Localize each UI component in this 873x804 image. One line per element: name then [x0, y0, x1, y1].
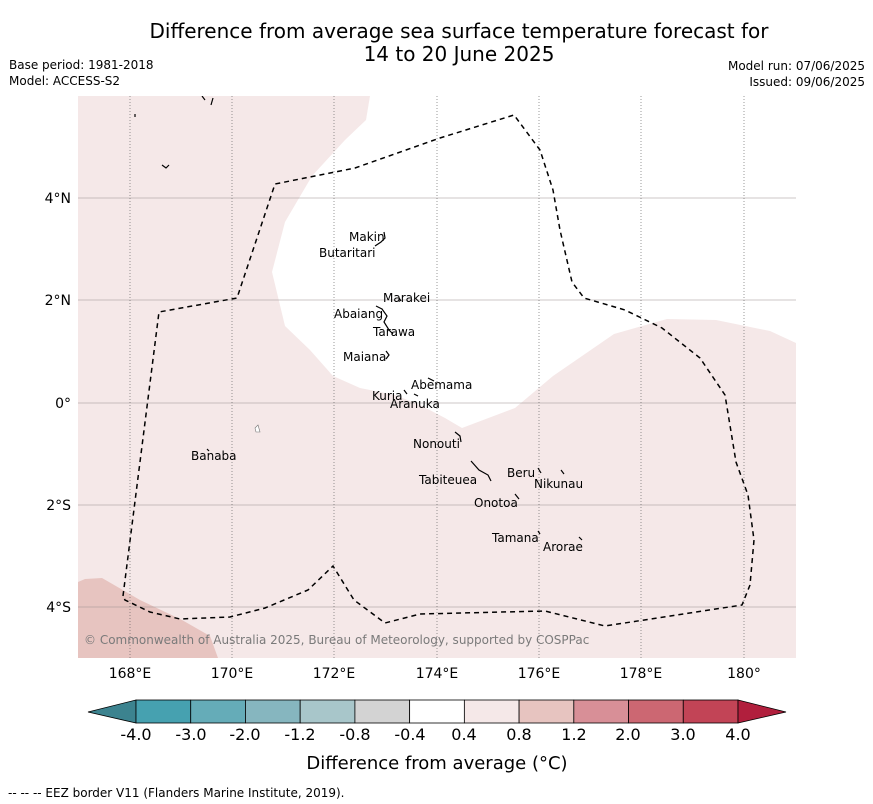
place-label-marakei: Marakei — [383, 291, 430, 305]
colorbar-label: 3.0 — [670, 725, 695, 744]
colorbar-bin — [245, 699, 301, 724]
lon-tick-168e: 168°E — [109, 666, 152, 682]
eez-legend-note: -- -- -- EEZ border V11 (Flanders Marine… — [8, 786, 345, 800]
eez-border — [122, 114, 755, 627]
place-label-maiana: Maiana — [343, 350, 386, 364]
colorbar-label: 1.2 — [561, 725, 586, 744]
longitude-grid — [129, 96, 745, 658]
place-label-tamana: Tamana — [491, 531, 539, 545]
colorbar-bin — [299, 699, 356, 724]
colorbar-label: 4.0 — [725, 725, 750, 744]
place-label-abemama: Abemama — [411, 378, 472, 392]
colorbar-bin — [518, 699, 575, 724]
map-title: Difference from average sea surface temp… — [0, 20, 873, 66]
place-label-onotoa: Onotoa — [474, 496, 518, 510]
place-label-abaiang: Abaiang — [334, 307, 383, 321]
copyright-text: © Commonwealth of Australia 2025, Bureau… — [84, 633, 589, 647]
colorbar-bin — [573, 699, 629, 724]
place-label-tabiteuea: Tabiteuea — [418, 473, 477, 487]
colorbar-segments — [135, 699, 739, 724]
issued-text: Issued: 09/06/2025 — [749, 75, 865, 89]
lon-tick-176e: 176°E — [518, 666, 561, 682]
colorbar-extend-low — [87, 699, 137, 724]
colorbar-label: -0.4 — [394, 725, 425, 744]
colorbar-bin — [682, 699, 739, 724]
colorbar-extend-high — [737, 699, 787, 724]
place-label-tarawa: Tarawa — [372, 325, 415, 339]
lat-tick-4s: 4°S — [46, 600, 71, 616]
colorbar-label: -2.0 — [229, 725, 260, 744]
place-label-kuria: Kuria — [372, 389, 403, 403]
latitude-tick-labels: 4°N 2°N 0° 2°S 4°S — [45, 191, 72, 616]
lat-tick-0: 0° — [55, 396, 71, 412]
base-period-text: Base period: 1981-2018 — [9, 58, 154, 72]
colorbar-bin — [190, 699, 246, 724]
colorbar: -4.0 -3.0 -2.0 -1.2 -0.8 -0.4 0.4 0.8 1.… — [87, 699, 787, 774]
place-label-butaritari: Butaritari — [319, 246, 376, 260]
colorbar-bin — [409, 699, 465, 724]
model-text: Model: ACCESS-S2 — [9, 74, 121, 88]
lat-tick-4n: 4°N — [45, 191, 71, 207]
place-label-makin: Makin — [349, 230, 385, 244]
colorbar-bin — [628, 699, 684, 724]
longitude-tick-labels: 168°E 170°E 172°E 174°E 176°E 178°E 180° — [109, 666, 761, 682]
colorbar-label: -1.2 — [284, 725, 315, 744]
lat-tick-2s: 2°S — [46, 498, 71, 514]
colorbar-title: Difference from average (°C) — [306, 753, 567, 774]
colorbar-tick-labels: -4.0 -3.0 -2.0 -1.2 -0.8 -0.4 0.4 0.8 1.… — [120, 725, 750, 744]
model-run-text: Model run: 07/06/2025 — [727, 59, 865, 73]
place-label-nikunau: Nikunau — [534, 477, 583, 491]
island-outlines — [134, 96, 583, 541]
colorbar-label: -4.0 — [120, 725, 151, 744]
title-line-1: Difference from average sea surface temp… — [149, 19, 769, 43]
colorbar-label: 2.0 — [615, 725, 640, 744]
colorbar-bin — [354, 699, 411, 724]
place-label-banaba: Banaba — [191, 449, 237, 463]
place-label-beru: Beru — [507, 466, 535, 480]
colorbar-label: -3.0 — [175, 725, 206, 744]
title-line-2: 14 to 20 June 2025 — [363, 42, 555, 66]
lon-tick-172e: 172°E — [313, 666, 356, 682]
place-label-nonouti: Nonouti — [413, 437, 460, 451]
map-area: Makin Butaritari Marakei Abaiang Tarawa … — [78, 96, 796, 658]
lon-tick-170e: 170°E — [211, 666, 254, 682]
place-label-aranuka: Aranuka — [390, 397, 440, 411]
lon-tick-180: 180° — [727, 666, 761, 682]
colorbar-label: 0.8 — [506, 725, 531, 744]
colorbar-label: 0.4 — [451, 725, 476, 744]
lon-tick-174e: 174°E — [416, 666, 459, 682]
colorbar-bin — [463, 699, 520, 724]
lat-tick-2n: 2°N — [45, 293, 71, 309]
colorbar-label: -0.8 — [339, 725, 370, 744]
place-label-arorae: Arorae — [543, 540, 583, 554]
colorbar-bin — [135, 699, 192, 724]
lon-tick-178e: 178°E — [620, 666, 663, 682]
near-average-region — [272, 96, 796, 428]
warmer-region — [78, 578, 218, 658]
